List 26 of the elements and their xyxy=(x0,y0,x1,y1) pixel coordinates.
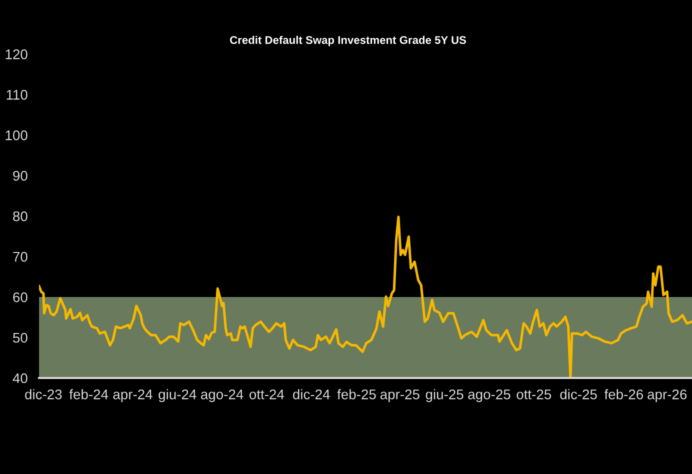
x-tick-label: apr-25 xyxy=(380,389,420,402)
x-tick-label: dic-25 xyxy=(560,389,597,400)
x-tick-label: giu-24 xyxy=(158,389,196,402)
x-tick-label: ago-25 xyxy=(468,389,510,402)
line-series xyxy=(39,216,692,378)
x-tick-label: giu-25 xyxy=(426,389,464,402)
x-tick-label: apr-26 xyxy=(648,389,687,402)
x-tick-label: ago-24 xyxy=(201,389,244,402)
y-tick-label: 60 xyxy=(13,292,28,302)
y-tick-label: 80 xyxy=(13,211,28,222)
y-tick-label: 50 xyxy=(13,332,28,343)
y-tick-label: 40 xyxy=(12,373,28,384)
y-tick-label: 120 xyxy=(6,49,28,60)
y-tick-label: 100 xyxy=(6,130,28,140)
x-tick-label: feb-25 xyxy=(337,389,376,400)
x-tick-label: dic-24 xyxy=(293,389,330,400)
y-tick-label: 90 xyxy=(13,170,28,181)
x-tick-label: feb-24 xyxy=(69,389,108,400)
x-tick-label: ott-24 xyxy=(250,389,284,400)
x-tick-label: ott-25 xyxy=(516,389,552,400)
x-tick-label: apr-24 xyxy=(113,389,152,402)
x-tick-label: dic-23 xyxy=(25,389,62,400)
y-tick-label: 70 xyxy=(13,252,28,262)
y-tick-label: 110 xyxy=(6,90,28,100)
x-tick-label: feb-26 xyxy=(604,389,644,400)
chart-title: Credit Default Swap Investment Grade 5Y US xyxy=(230,36,466,46)
